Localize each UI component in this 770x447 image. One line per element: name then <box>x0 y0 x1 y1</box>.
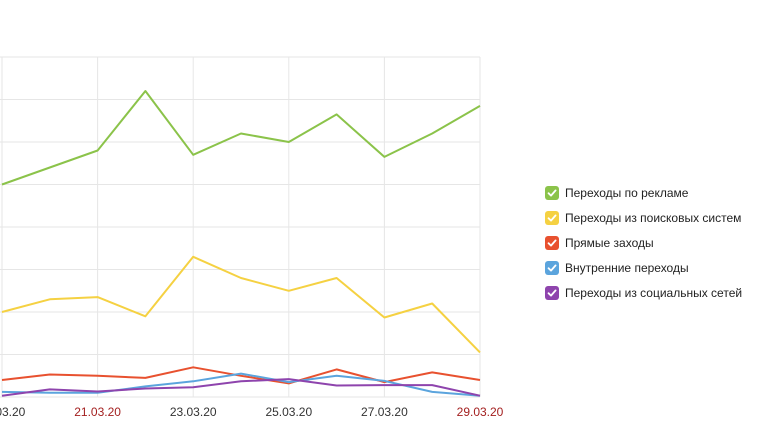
legend-label: Переходы из поисковых систем <box>565 210 742 225</box>
legend-item[interactable]: Переходы из поисковых систем <box>545 205 742 230</box>
series-line-3 <box>1 366 481 385</box>
chart-grid <box>0 56 481 398</box>
chart-series <box>1 90 481 397</box>
x-tick-label: 29.03.20 <box>457 405 504 419</box>
x-tick-label: 19.03.20 <box>0 405 26 419</box>
series-line-2 <box>1 255 481 354</box>
checkbox-icon[interactable] <box>545 185 559 200</box>
x-axis-ticks: 19.03.20 21.03.20 23.03.20 25.03.20 27.03.20… <box>0 405 504 419</box>
legend-item[interactable]: Внутренние переходы <box>545 255 742 280</box>
legend-item[interactable]: Прямые заходы <box>545 230 742 255</box>
chart-legend: Переходы по рекламе Переходы из поисковых… <box>545 180 742 305</box>
checkbox-icon[interactable] <box>545 285 559 300</box>
legend-item[interactable]: Переходы по рекламе <box>545 180 742 205</box>
checkbox-icon[interactable] <box>545 235 559 250</box>
x-tick-label: 21.03.20 <box>74 405 121 419</box>
x-tick-label: 25.03.20 <box>265 405 312 419</box>
series-line-1 <box>1 90 481 186</box>
checkbox-icon[interactable] <box>545 210 559 225</box>
legend-label: Внутренние переходы <box>565 260 689 275</box>
legend-label: Прямые заходы <box>565 235 654 250</box>
x-tick-label: 23.03.20 <box>170 405 217 419</box>
legend-label: Переходы из социальных сетей <box>565 285 743 300</box>
legend-label: Переходы по рекламе <box>565 185 689 200</box>
x-tick-label: 27.03.20 <box>361 405 408 419</box>
checkbox-icon[interactable] <box>545 260 559 275</box>
legend-item[interactable]: Переходы из социальных сетей <box>545 280 742 305</box>
series-line-5 <box>1 378 481 397</box>
